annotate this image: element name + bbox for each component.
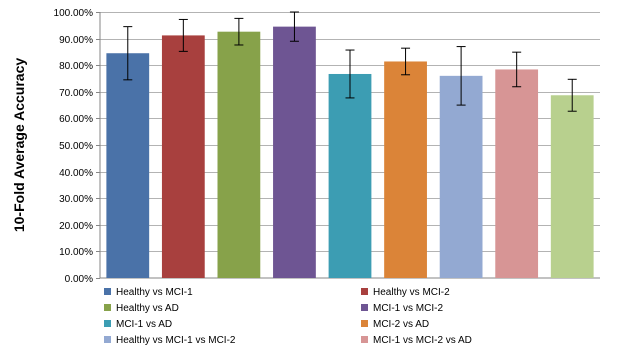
legend-item: MCI-2 vs AD bbox=[361, 319, 429, 330]
legend-item: Healthy vs MCI-2 bbox=[361, 287, 450, 298]
y-tick-label: 10.00% bbox=[59, 247, 93, 258]
legend-swatch bbox=[104, 320, 111, 327]
legend-label: MCI-1 vs MCI-2 bbox=[373, 303, 443, 314]
bars bbox=[106, 26, 594, 279]
bar bbox=[384, 61, 427, 279]
legend-label: Healthy vs AD bbox=[116, 303, 179, 314]
y-tick-label: 100.00% bbox=[54, 8, 94, 19]
y-tick-label: 50.00% bbox=[59, 141, 93, 152]
y-tick-label: 20.00% bbox=[59, 221, 93, 232]
bar bbox=[217, 31, 261, 278]
bar bbox=[550, 95, 594, 279]
legend-swatch bbox=[104, 288, 111, 295]
y-tick-label: 0.00% bbox=[65, 274, 93, 285]
bar bbox=[439, 75, 483, 278]
legend-label: Healthy vs MCI-1 bbox=[116, 287, 193, 298]
legend-label: MCI-2 vs AD bbox=[373, 319, 429, 330]
legend-swatch bbox=[104, 336, 111, 343]
legend-item: Healthy vs MCI-1 vs MCI-2 bbox=[104, 335, 236, 346]
legend-swatch bbox=[361, 288, 368, 295]
y-tick-labels: 0.00% 10.00% 20.00% 30.00% 40.00% 50.00% 60.00… bbox=[54, 8, 100, 285]
y-tick-label: 70.00% bbox=[59, 88, 93, 99]
legend-label: Healthy vs MCI-2 bbox=[373, 287, 450, 298]
bar bbox=[273, 26, 316, 278]
legend-item: MCI-1 vs MCI-2 bbox=[361, 303, 443, 314]
legend-label: MCI-1 vs AD bbox=[116, 319, 172, 330]
legend: Healthy vs MCI-1 Healthy vs MCI-2 Healthy … bbox=[104, 287, 472, 346]
legend-label: Healthy vs MCI-1 vs MCI-2 bbox=[116, 335, 236, 346]
legend-swatch bbox=[361, 320, 368, 327]
y-tick-label: 80.00% bbox=[59, 61, 93, 72]
y-tick-label: 30.00% bbox=[59, 194, 93, 205]
y-tick-label: 60.00% bbox=[59, 114, 93, 125]
legend-item: MCI-1 vs MCI-2 vs AD bbox=[361, 335, 472, 346]
legend-swatch bbox=[104, 304, 111, 311]
legend-item: MCI-1 vs AD bbox=[104, 319, 172, 330]
legend-swatch bbox=[361, 336, 368, 343]
y-axis-label: 10-Fold Average Accuracy bbox=[11, 58, 27, 233]
bar bbox=[106, 53, 150, 279]
legend-swatch bbox=[361, 304, 368, 311]
legend-item: Healthy vs MCI-1 bbox=[104, 287, 193, 298]
y-tick-label: 40.00% bbox=[59, 168, 93, 179]
bar bbox=[161, 35, 205, 278]
error-bars bbox=[123, 11, 577, 112]
legend-item: Healthy vs AD bbox=[104, 303, 179, 314]
bar bbox=[328, 73, 372, 278]
legend-label: MCI-1 vs MCI-2 vs AD bbox=[373, 335, 472, 346]
bar bbox=[495, 69, 539, 279]
y-tick-label: 90.00% bbox=[59, 35, 93, 46]
